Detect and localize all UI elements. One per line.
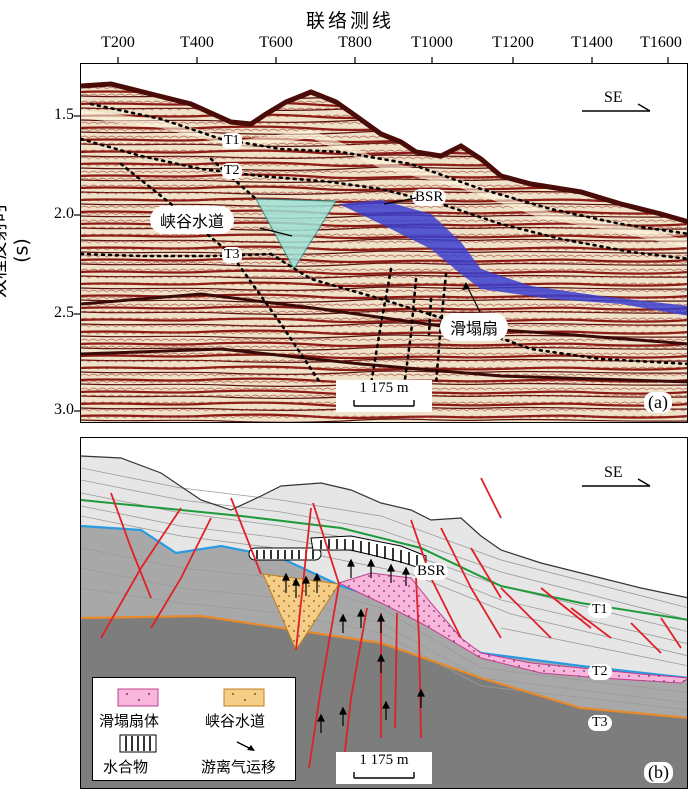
slump-pointer [462, 282, 481, 313]
top-tick-label: T400 [180, 34, 214, 51]
horizon-label-t2-a: T2 [222, 163, 242, 179]
horizon-label-t1-a: T1 [222, 133, 242, 149]
top-tick-label: T200 [101, 34, 135, 51]
legend-label-canyon: 峡谷水道 [205, 712, 266, 730]
se-direction-arrow [582, 103, 651, 112]
horizon-label-t2-b: T2 [588, 664, 612, 680]
horizon-label-t3-a: T3 [222, 247, 242, 263]
hydrate-swatch [119, 734, 157, 753]
legend-label-gas-migration: 游离气运移 [201, 758, 277, 776]
scale-label-a: 1 175 m [359, 380, 409, 396]
seismic-section-image [81, 64, 687, 422]
slump-fan-callout: 滑塌扇 [440, 313, 509, 341]
slump-fan-swatch [117, 688, 159, 707]
legend-label-slump-fan: 滑塌扇体 [99, 712, 160, 730]
horizon-label-t1-b: T1 [588, 602, 612, 618]
top-tick-label: T1400 [571, 34, 613, 51]
top-tick-label: T800 [338, 34, 372, 51]
y-tick-label: 1.5 [54, 106, 74, 123]
canyon-channel-swatch [223, 688, 265, 707]
top-tick-label: T1600 [640, 34, 682, 51]
y-tick-label: 3.0 [54, 401, 74, 418]
seismic-section-panel [80, 63, 688, 423]
gas-migration-swatch [236, 741, 255, 751]
canyon-pointer [259, 227, 293, 237]
legend-box: 滑塌扇体 峡谷水道 水合物 游离气运移 [92, 677, 296, 781]
legend-label-hydrate: 水合物 [103, 758, 149, 776]
direction-label-b: SE [604, 464, 623, 482]
geological-model-drawing [81, 455, 687, 788]
horizon-label-t3-b: T3 [588, 715, 612, 731]
bsr-label-a: BSR [412, 189, 447, 206]
axis-ticks [74, 57, 669, 412]
direction-label-a: SE [604, 89, 623, 107]
bsr-pointer [383, 197, 417, 205]
canyon-channel-callout: 峡谷水道 [150, 206, 235, 234]
scale-label-b: 1 175 m [359, 752, 409, 768]
scale-bar-a: 1 175 m [336, 380, 432, 412]
top-tick-label: T1200 [492, 34, 534, 51]
top-tick-label: T600 [259, 34, 293, 51]
scale-bar-b: 1 175 m [336, 752, 432, 784]
bsr-label-b: BSR [414, 563, 449, 580]
panel-label-b: (b) [644, 762, 673, 783]
survey-line-title: 联络测线 [305, 10, 394, 32]
y-tick-label: 2.5 [54, 304, 74, 321]
top-tick-label: T1000 [411, 34, 453, 51]
scale-line-b [353, 772, 415, 779]
panel-label-a: (a) [644, 392, 672, 413]
se-direction-arrow-b [582, 478, 651, 487]
scale-line-a [353, 400, 415, 407]
y-tick-label: 2.0 [54, 205, 74, 222]
